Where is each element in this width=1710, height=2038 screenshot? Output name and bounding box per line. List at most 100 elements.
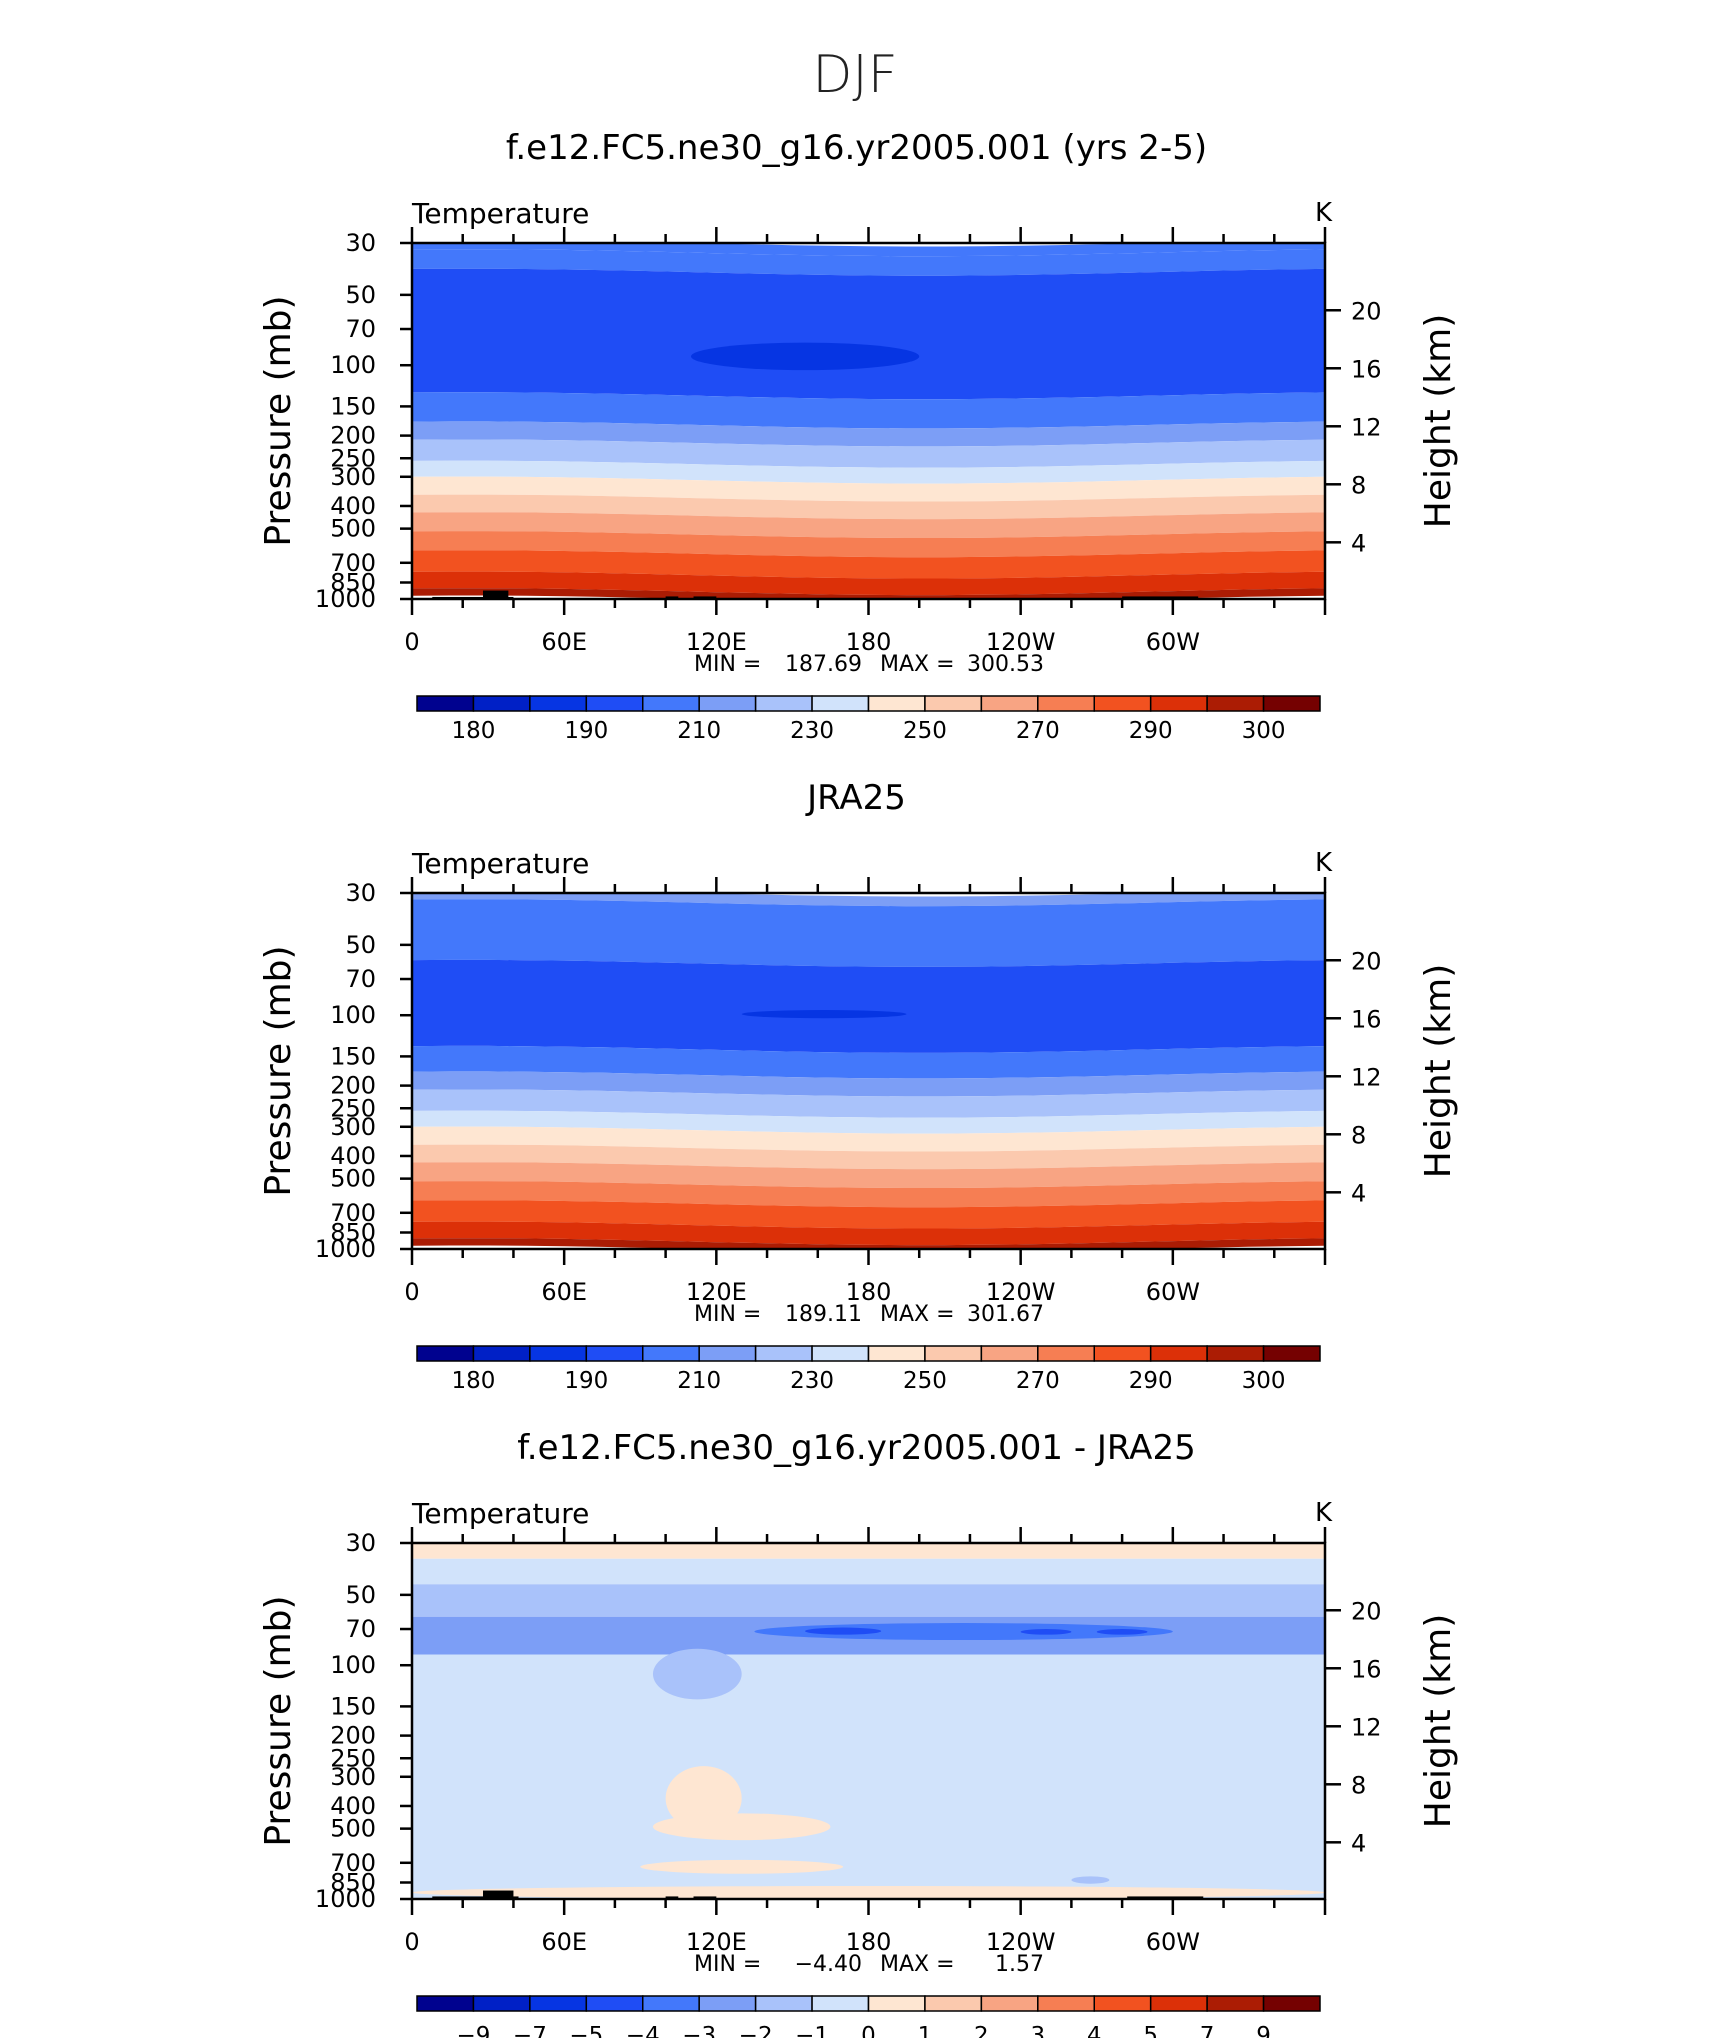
contour-band bbox=[412, 494, 1325, 520]
contour-blob bbox=[1071, 1876, 1110, 1884]
x-tick-label: 180 bbox=[846, 628, 892, 656]
contour-band bbox=[412, 1126, 1325, 1152]
height-tick-label: 12 bbox=[1351, 1713, 1382, 1741]
colorbar-label: 7 bbox=[1200, 2023, 1215, 2038]
x-tick-label: 60W bbox=[1146, 1928, 1200, 1956]
contour-band bbox=[412, 1162, 1325, 1188]
colorbar-label: −5 bbox=[569, 2023, 603, 2038]
y-tick-label: 50 bbox=[345, 931, 376, 959]
colorbar-box bbox=[924, 695, 983, 712]
y-tick-label: 30 bbox=[345, 879, 376, 907]
colorbar-box bbox=[472, 695, 531, 712]
contour-band bbox=[412, 512, 1325, 538]
colorbar-box bbox=[698, 1995, 757, 2012]
height-tick-label: 16 bbox=[1351, 1005, 1382, 1033]
colorbar-label: 5 bbox=[1143, 2023, 1158, 2038]
contour-band bbox=[412, 893, 1325, 907]
colorbar-label: 3 bbox=[1030, 2023, 1045, 2038]
y-tick-label: 70 bbox=[345, 1615, 376, 1643]
contour-band bbox=[412, 531, 1325, 558]
height-tick-label: 20 bbox=[1351, 947, 1382, 975]
colorbar-box bbox=[1262, 695, 1321, 712]
contour-band bbox=[412, 1045, 1325, 1079]
y-tick-label: 100 bbox=[330, 1651, 376, 1679]
colorbar-box bbox=[642, 1995, 700, 2012]
stat-min-label: MIN = bbox=[694, 1952, 761, 1977]
colorbar-box bbox=[1149, 1345, 1208, 1362]
colorbar-box bbox=[1037, 1995, 1095, 2012]
y-tick-label: 300 bbox=[330, 463, 376, 491]
colorbar-box bbox=[416, 695, 475, 712]
stat-max-value: 300.53 bbox=[967, 652, 1044, 677]
height-tick-label: 20 bbox=[1351, 1597, 1382, 1625]
colorbar-box bbox=[1206, 695, 1265, 712]
y-tick-label: 850 bbox=[330, 1219, 376, 1247]
contour-band bbox=[412, 439, 1325, 468]
colorbar-label: 300 bbox=[1242, 718, 1286, 744]
left-string: Temperature bbox=[411, 197, 589, 230]
right-string: K bbox=[1315, 1498, 1333, 1528]
x-tick-label: 60E bbox=[541, 1278, 587, 1306]
height-tick-label: 4 bbox=[1351, 1829, 1366, 1857]
stat-min-label: MIN = bbox=[694, 1302, 761, 1327]
x-tick-label: 0 bbox=[404, 628, 419, 656]
land-mask bbox=[483, 1890, 514, 1899]
colorbar-label: 2 bbox=[974, 2023, 989, 2038]
contour-band bbox=[412, 1543, 1325, 1559]
colorbar-box bbox=[585, 695, 644, 712]
y-tick-label: 30 bbox=[345, 1529, 376, 1557]
stat-max-label: MAX = bbox=[880, 652, 955, 677]
colorbar-box bbox=[924, 1995, 983, 2012]
x-tick-label: 120W bbox=[986, 1928, 1056, 1956]
y2-axis-title: Height (km) bbox=[1418, 964, 1459, 1178]
colorbar-label: 210 bbox=[677, 718, 721, 744]
colorbar-label: 210 bbox=[677, 1368, 721, 1394]
x-tick-label: 120W bbox=[986, 1278, 1056, 1306]
height-tick-label: 16 bbox=[1351, 1655, 1382, 1683]
contour-band bbox=[412, 476, 1325, 502]
land-mask bbox=[693, 596, 717, 599]
contour-band bbox=[412, 550, 1325, 579]
x-tick-label: 120W bbox=[986, 628, 1056, 656]
y-tick-label: 200 bbox=[330, 1722, 376, 1750]
y-tick-label: 850 bbox=[330, 569, 376, 597]
y-tick-label: 1000 bbox=[315, 1235, 376, 1263]
left-string: Temperature bbox=[411, 1497, 589, 1530]
contour-band bbox=[412, 460, 1325, 484]
height-tick-label: 4 bbox=[1351, 529, 1366, 557]
contour-band bbox=[412, 899, 1325, 967]
panel-title: f.e12.FC5.ne30_g16.yr2005.001 (yrs 2-5) bbox=[506, 128, 1207, 168]
plot-area bbox=[412, 243, 1325, 599]
contour-band bbox=[412, 1584, 1325, 1617]
contour-band bbox=[412, 392, 1325, 429]
stat-min-value: 189.11 bbox=[785, 1302, 862, 1327]
land-mask bbox=[483, 590, 509, 599]
y-tick-label: 300 bbox=[330, 1113, 376, 1141]
contour-blob bbox=[1020, 1629, 1072, 1635]
y-tick-label: 700 bbox=[330, 1849, 376, 1877]
colorbar-label: 9 bbox=[1256, 2023, 1271, 2038]
y2-axis-title: Height (km) bbox=[1418, 1614, 1459, 1828]
x-tick-label: 0 bbox=[404, 1928, 419, 1956]
plot-area bbox=[412, 893, 1325, 1249]
height-tick-label: 12 bbox=[1351, 1063, 1382, 1091]
contour-band bbox=[412, 1071, 1325, 1097]
colorbar-label: −2 bbox=[739, 2023, 773, 2038]
colorbar-label: 180 bbox=[451, 718, 495, 744]
y-tick-label: 400 bbox=[330, 1142, 376, 1170]
colorbar-box bbox=[416, 1995, 475, 2012]
stat-min-value: −4.40 bbox=[795, 1952, 862, 1977]
land-mask bbox=[1122, 596, 1199, 599]
colorbar-box bbox=[1262, 1345, 1321, 1362]
contour-band bbox=[412, 1558, 1325, 1585]
contour-blob bbox=[805, 1627, 882, 1635]
colorbar-label: 230 bbox=[790, 718, 834, 744]
contour-band bbox=[412, 959, 1325, 1053]
colorbar-box bbox=[980, 695, 1039, 712]
contour-blob bbox=[412, 1886, 1325, 1899]
colorbar-label: 290 bbox=[1129, 1368, 1173, 1394]
colorbar-label: −9 bbox=[456, 2023, 490, 2038]
colorbar-box bbox=[1206, 1345, 1265, 1362]
contour-band bbox=[412, 588, 1325, 599]
